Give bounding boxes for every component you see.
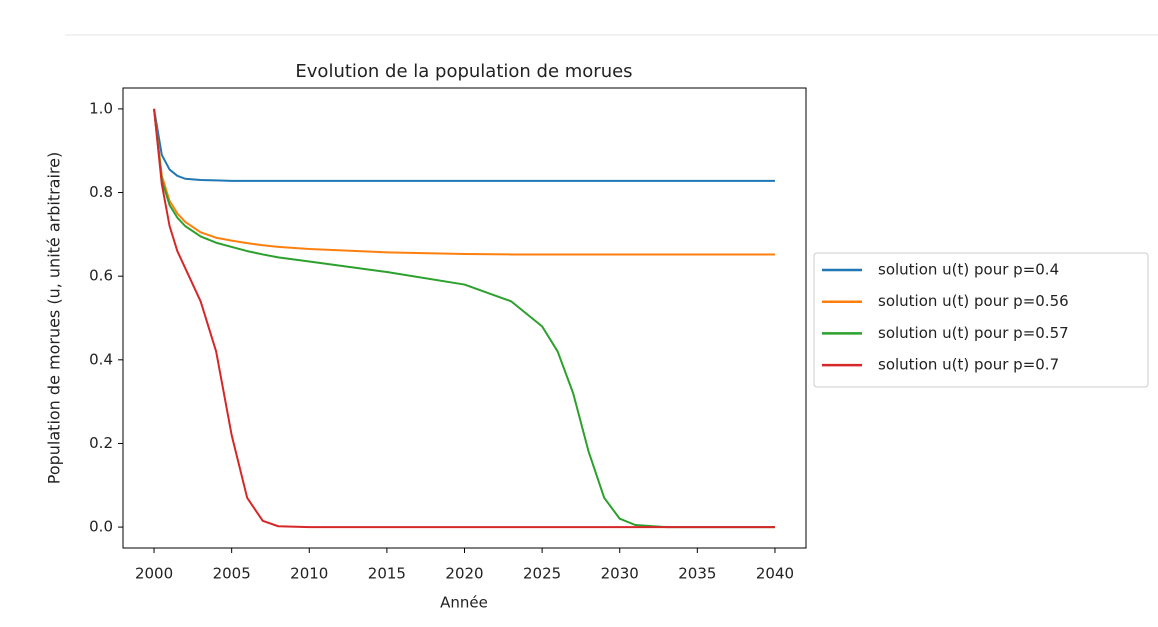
y-axis-label: Population de morues (u, unité arbitrair…	[45, 152, 64, 484]
legend-label: solution u(t) pour p=0.4	[878, 261, 1059, 279]
x-tick-label: 2030	[601, 565, 639, 583]
legend: solution u(t) pour p=0.4 solution u(t) po…	[822, 261, 1069, 374]
y-tick-label: 0.6	[89, 267, 113, 285]
x-axis-label: Année	[440, 594, 488, 612]
y-tick-label: 0.8	[89, 183, 113, 201]
chart-title: Evolution de la population de morues	[295, 61, 632, 82]
x-tick-label: 2005	[213, 565, 251, 583]
x-tick-label: 2035	[678, 565, 716, 583]
legend-label: solution u(t) pour p=0.57	[878, 324, 1069, 342]
legend-label: solution u(t) pour p=0.7	[878, 356, 1059, 374]
x-tick-label: 2040	[756, 565, 794, 583]
y-tick-label: 0.2	[89, 434, 113, 452]
x-tick-label: 2025	[523, 565, 561, 583]
legend-label: solution u(t) pour p=0.56	[878, 292, 1069, 310]
x-tick-label: 2015	[368, 565, 406, 583]
axes-frame	[122, 87, 807, 549]
y-tick-label: 1.0	[89, 99, 113, 117]
x-tick-label: 2010	[290, 565, 328, 583]
series-line	[153, 108, 775, 529]
x-tick-label: 2000	[135, 565, 173, 583]
series-line	[153, 108, 775, 529]
series-line	[153, 108, 775, 256]
legend-box	[813, 252, 1149, 388]
y-tick-label: 0.4	[89, 350, 113, 368]
x-tick-label: 2020	[445, 565, 483, 583]
plot-area	[153, 108, 775, 529]
y-tick-label: 0.0	[89, 518, 113, 536]
series-line	[153, 108, 775, 182]
